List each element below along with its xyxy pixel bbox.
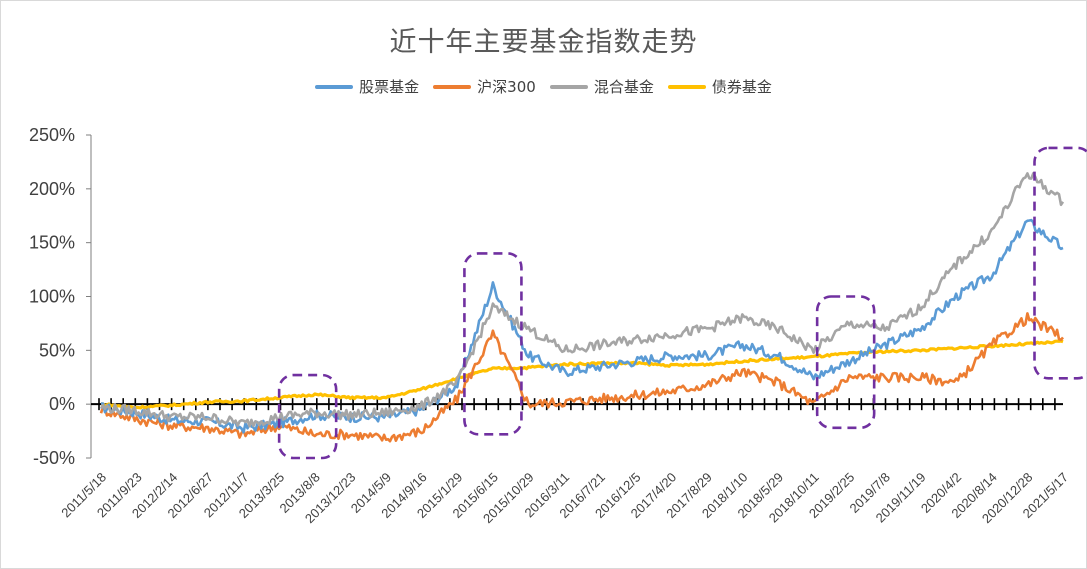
y-tick-label: 50%: [39, 340, 75, 360]
legend-label: 股票基金: [359, 78, 420, 96]
legend: 股票基金 沪深300 混合基金 债券基金: [0, 76, 1087, 97]
highlight-box: [815, 295, 876, 430]
y-tick-label: 150%: [29, 233, 75, 253]
legend-swatch: [433, 84, 472, 89]
y-tick-label: -50%: [33, 448, 75, 468]
legend-item: 混合基金: [549, 76, 654, 97]
highlight-box: [1033, 146, 1087, 380]
y-tick-label: 250%: [29, 125, 75, 145]
y-tick-label: 200%: [29, 179, 75, 199]
series-line: [99, 312, 1064, 443]
y-tick-label: 0%: [49, 394, 75, 414]
series-line: [101, 218, 1064, 434]
series-line: [99, 172, 1065, 428]
series-line: [101, 339, 1064, 410]
legend-swatch: [549, 84, 588, 89]
legend-label: 混合基金: [593, 78, 654, 96]
legend-label: 沪深300: [477, 78, 536, 96]
legend-swatch: [315, 84, 354, 89]
legend-item: 债券基金: [667, 76, 772, 97]
y-tick-label: 100%: [29, 287, 75, 307]
highlight-box: [277, 373, 338, 460]
legend-swatch: [667, 84, 706, 89]
legend-label: 债券基金: [711, 78, 772, 96]
highlight-box: [463, 252, 523, 436]
chart-title: 近十年主要基金指数走势: [389, 27, 698, 58]
legend-item: 沪深300: [433, 76, 536, 97]
legend-item: 股票基金: [315, 76, 419, 97]
